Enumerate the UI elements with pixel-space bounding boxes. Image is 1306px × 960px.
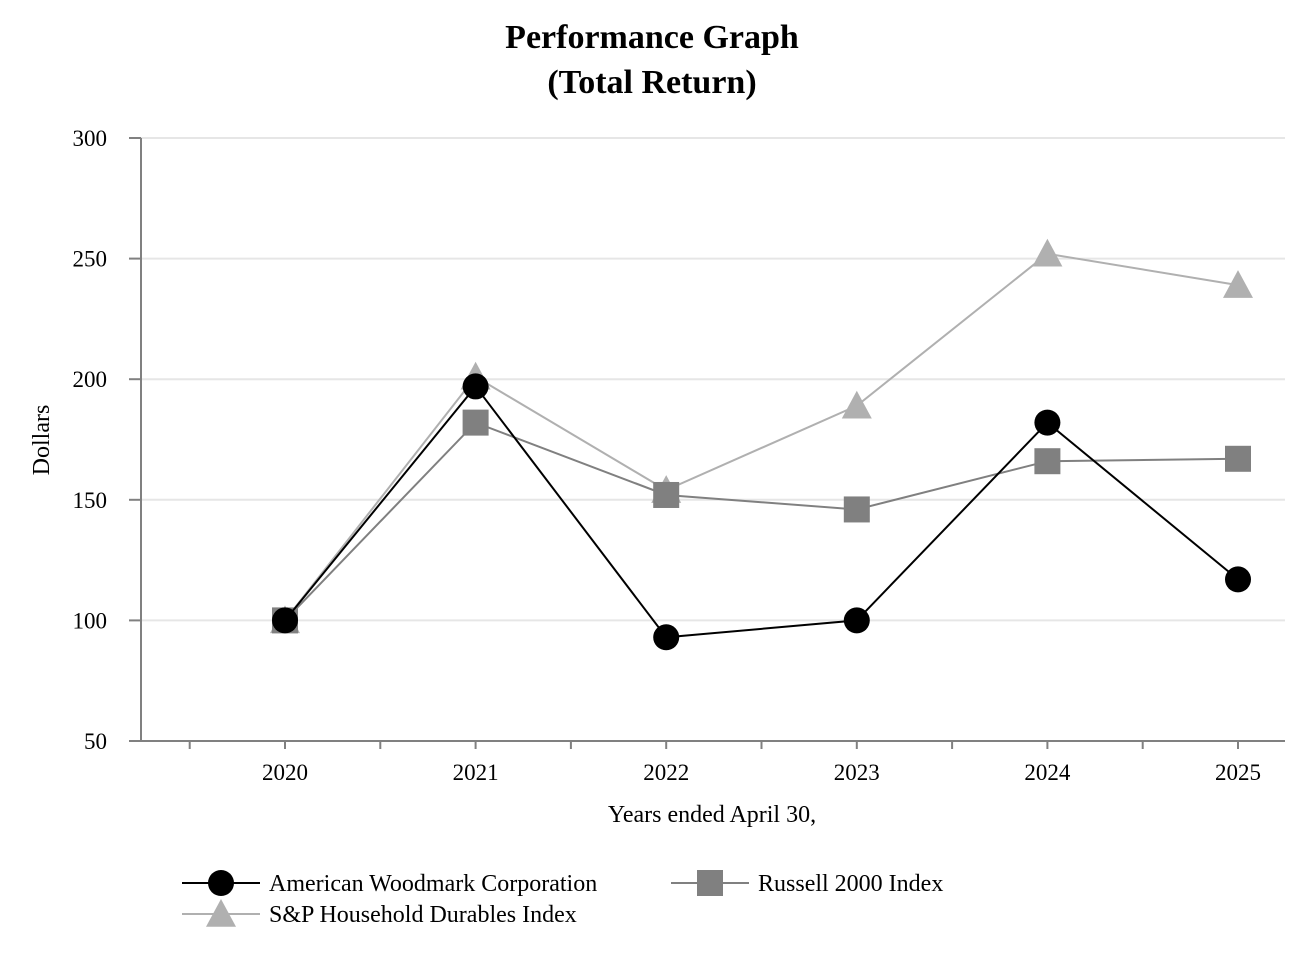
legend-label: American Woodmark Corporation (269, 871, 597, 897)
y-tick-labels: 50 100 150 200 250 300 (73, 126, 108, 754)
data-point-triangle (841, 390, 872, 419)
data-point-square (843, 496, 870, 523)
legend: American Woodmark Corporation Russell 200… (182, 870, 943, 928)
legend-marker-circle (208, 870, 234, 896)
data-point-triangle (1223, 270, 1253, 298)
data-point-circle (843, 607, 870, 634)
chart-title-line2: (Total Return) (547, 64, 756, 101)
legend-label: Russell 2000 Index (758, 871, 943, 897)
data-point-square (1034, 448, 1061, 475)
chart-title-line1: Performance Graph (505, 19, 799, 56)
series-line-circle (284, 384, 1239, 639)
y-tick-label: 200 (73, 367, 108, 392)
axes (129, 137, 1285, 749)
x-tick-label: 2021 (453, 760, 499, 785)
y-tick-label: 50 (84, 729, 107, 754)
y-tick-label: 150 (73, 488, 108, 513)
x-tick-label: 2023 (834, 760, 880, 785)
legend-label: S&P Household Durables Index (269, 902, 577, 928)
data-point-square (462, 409, 489, 436)
series-line-triangle (284, 252, 1239, 622)
data-point-circle (653, 624, 680, 651)
x-tick-label: 2022 (643, 760, 689, 785)
data-point-circle (272, 607, 298, 634)
x-tick-label: 2020 (262, 760, 308, 785)
y-tick-label: 250 (73, 247, 108, 272)
x-tick-label: 2025 (1215, 760, 1261, 785)
data-point-circle (462, 373, 489, 400)
series-line-square (284, 421, 1239, 622)
series-layer (270, 238, 1253, 651)
gridlines (141, 137, 1285, 622)
y-tick-label: 100 (73, 608, 108, 633)
x-axis-label: Years ended April 30, (608, 802, 816, 828)
data-point-circle (1225, 566, 1251, 593)
data-point-square (653, 481, 680, 508)
x-tick-labels: 2020 2021 2022 2023 2024 2025 (262, 760, 1261, 785)
y-axis-label: Dollars (29, 405, 55, 476)
y-tick-label: 300 (73, 126, 108, 151)
data-point-circle (1034, 409, 1061, 436)
x-tick-label: 2024 (1024, 760, 1071, 785)
legend-marker-triangle (206, 899, 236, 927)
data-point-triangle (1032, 238, 1063, 267)
legend-marker-square (697, 870, 723, 896)
data-point-square (1225, 445, 1251, 472)
